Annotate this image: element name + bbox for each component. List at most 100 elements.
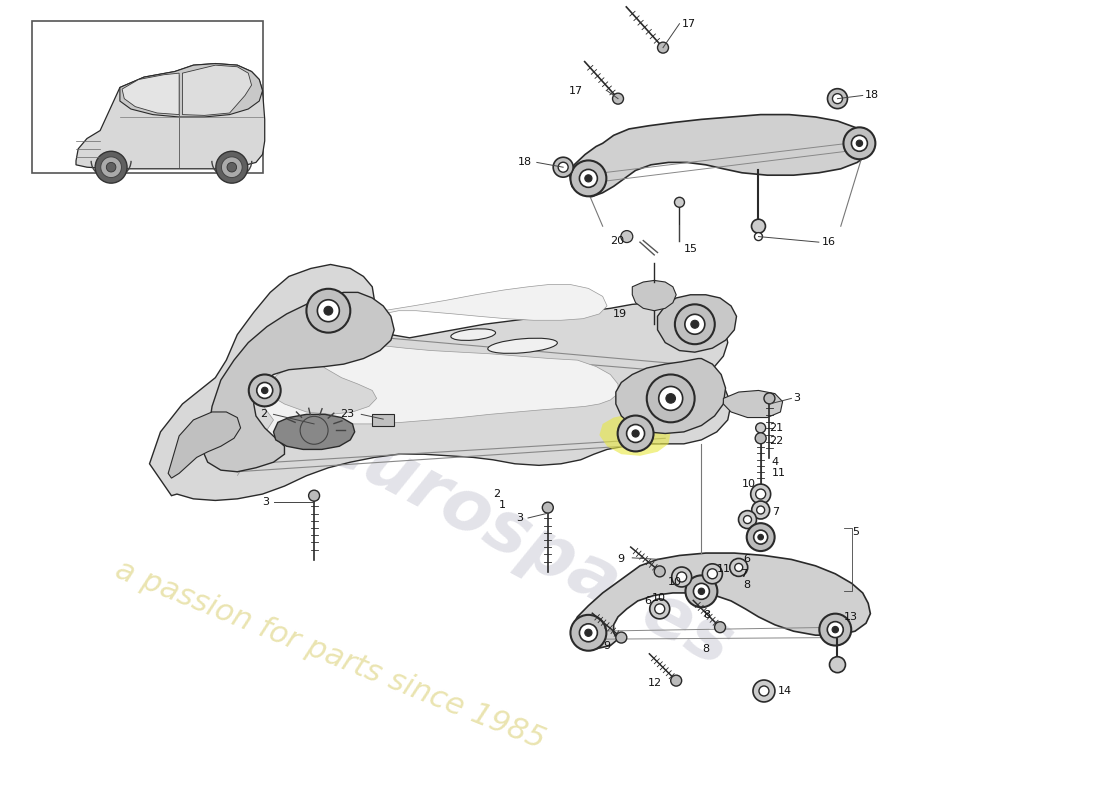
Circle shape (221, 157, 242, 178)
Circle shape (672, 567, 692, 587)
Circle shape (307, 289, 350, 333)
Circle shape (829, 657, 846, 673)
Text: 7: 7 (771, 506, 779, 517)
Polygon shape (238, 285, 618, 476)
Circle shape (744, 515, 751, 523)
Text: 8: 8 (744, 580, 750, 590)
Polygon shape (183, 65, 252, 115)
Circle shape (758, 534, 763, 540)
Circle shape (738, 510, 757, 529)
Text: 16: 16 (822, 237, 836, 247)
Circle shape (227, 162, 236, 172)
Text: 22: 22 (769, 437, 783, 446)
Polygon shape (372, 414, 394, 426)
Circle shape (751, 501, 770, 519)
Text: eurospares: eurospares (309, 406, 745, 681)
Circle shape (558, 162, 569, 172)
Polygon shape (120, 63, 263, 117)
Polygon shape (168, 412, 241, 478)
Text: 17: 17 (682, 18, 696, 29)
Circle shape (707, 569, 717, 578)
Circle shape (674, 198, 684, 207)
Circle shape (685, 314, 705, 334)
Text: 13: 13 (844, 612, 858, 622)
Text: 3: 3 (517, 513, 524, 523)
Circle shape (216, 151, 248, 183)
Text: 21: 21 (769, 423, 783, 433)
Circle shape (764, 393, 774, 404)
Circle shape (580, 170, 597, 187)
Polygon shape (600, 414, 671, 456)
Text: 3: 3 (793, 394, 801, 403)
Circle shape (627, 425, 645, 442)
Circle shape (755, 233, 762, 241)
Polygon shape (632, 281, 676, 310)
Text: 2: 2 (260, 410, 267, 419)
Text: 19: 19 (613, 309, 627, 319)
Text: 23: 23 (341, 410, 354, 419)
Text: 11: 11 (717, 564, 730, 574)
Circle shape (318, 300, 339, 322)
Circle shape (617, 415, 653, 451)
Text: 8: 8 (702, 644, 710, 654)
Circle shape (756, 433, 767, 444)
Circle shape (751, 219, 766, 233)
Circle shape (750, 484, 771, 504)
Circle shape (659, 386, 683, 410)
Circle shape (647, 374, 694, 422)
Text: 18: 18 (865, 90, 879, 101)
Circle shape (620, 230, 632, 242)
Circle shape (715, 622, 726, 633)
Circle shape (553, 158, 573, 177)
FancyBboxPatch shape (32, 22, 263, 173)
Circle shape (756, 423, 766, 433)
Text: 11: 11 (771, 468, 785, 478)
Text: 10: 10 (668, 577, 682, 586)
Circle shape (613, 93, 624, 104)
Text: 1: 1 (499, 500, 506, 510)
Circle shape (827, 89, 847, 109)
Polygon shape (658, 294, 737, 352)
Circle shape (757, 506, 764, 514)
Text: 9: 9 (617, 554, 625, 565)
Ellipse shape (487, 338, 558, 354)
Text: 8: 8 (703, 610, 711, 620)
Circle shape (685, 575, 717, 607)
Circle shape (249, 374, 280, 406)
Circle shape (691, 320, 698, 328)
Text: 5: 5 (851, 526, 859, 537)
Text: a passion for parts since 1985: a passion for parts since 1985 (111, 555, 549, 755)
Circle shape (832, 626, 838, 633)
Circle shape (580, 624, 597, 642)
Text: 6: 6 (744, 554, 750, 565)
Polygon shape (572, 553, 870, 649)
Polygon shape (76, 63, 265, 169)
Polygon shape (616, 358, 726, 434)
Ellipse shape (451, 329, 496, 341)
Polygon shape (150, 265, 732, 501)
Circle shape (101, 157, 121, 178)
Circle shape (703, 564, 723, 584)
Text: 12: 12 (648, 678, 662, 688)
Circle shape (735, 563, 743, 571)
Text: 6: 6 (644, 596, 651, 606)
Text: 14: 14 (778, 686, 792, 696)
Text: 9: 9 (603, 641, 611, 650)
Text: 10: 10 (742, 478, 757, 489)
Text: 10: 10 (652, 593, 667, 602)
Circle shape (616, 632, 627, 643)
Circle shape (675, 304, 715, 344)
Circle shape (585, 174, 592, 182)
Circle shape (820, 614, 851, 646)
Text: 18: 18 (518, 158, 532, 167)
Polygon shape (724, 390, 782, 418)
Circle shape (827, 622, 844, 638)
Circle shape (650, 599, 670, 619)
Circle shape (851, 135, 868, 151)
Circle shape (107, 162, 116, 172)
Circle shape (676, 572, 686, 582)
Polygon shape (274, 414, 354, 450)
Circle shape (671, 675, 682, 686)
Circle shape (571, 161, 606, 196)
Circle shape (262, 387, 268, 394)
